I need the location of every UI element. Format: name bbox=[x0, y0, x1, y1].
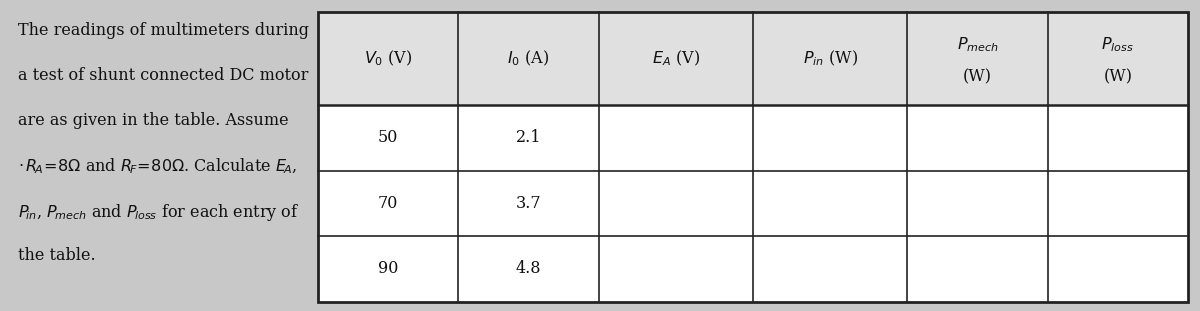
Text: are as given in the table. Assume: are as given in the table. Assume bbox=[18, 112, 289, 129]
Bar bbox=[318, 12, 1188, 302]
Text: 70: 70 bbox=[378, 195, 398, 212]
Text: $I_0$ (A): $I_0$ (A) bbox=[508, 49, 550, 68]
Text: 2.1: 2.1 bbox=[516, 129, 541, 146]
Text: (W): (W) bbox=[964, 69, 992, 86]
Text: 50: 50 bbox=[378, 129, 398, 146]
Text: 4.8: 4.8 bbox=[516, 260, 541, 277]
Text: $P_{in}$ (W): $P_{in}$ (W) bbox=[803, 49, 858, 68]
Text: $P_{loss}$: $P_{loss}$ bbox=[1102, 35, 1134, 54]
Text: $V_0$ (V): $V_0$ (V) bbox=[364, 49, 413, 68]
Text: The readings of multimeters during: The readings of multimeters during bbox=[18, 22, 310, 39]
Text: the table.: the table. bbox=[18, 247, 96, 264]
Text: $P_{mech}$: $P_{mech}$ bbox=[956, 35, 998, 54]
Text: 90: 90 bbox=[378, 260, 398, 277]
Text: $E_A$ (V): $E_A$ (V) bbox=[652, 49, 700, 68]
Text: 3.7: 3.7 bbox=[516, 195, 541, 212]
Bar bbox=[318, 12, 1188, 105]
Text: (W): (W) bbox=[1103, 69, 1133, 86]
Text: a test of shunt connected DC motor: a test of shunt connected DC motor bbox=[18, 67, 308, 84]
Bar bbox=[318, 12, 1188, 302]
Text: $\cdot\,R_{\!A}\!=\!8\Omega$ and $R_{\!F}\!=\!80\Omega$. Calculate $E_{\!A}$,: $\cdot\,R_{\!A}\!=\!8\Omega$ and $R_{\!F… bbox=[18, 157, 298, 176]
Text: $P_{\!in}$, $P_{\!mech}$ and $P_{\!loss}$ for each entry of: $P_{\!in}$, $P_{\!mech}$ and $P_{\!loss}… bbox=[18, 202, 300, 223]
